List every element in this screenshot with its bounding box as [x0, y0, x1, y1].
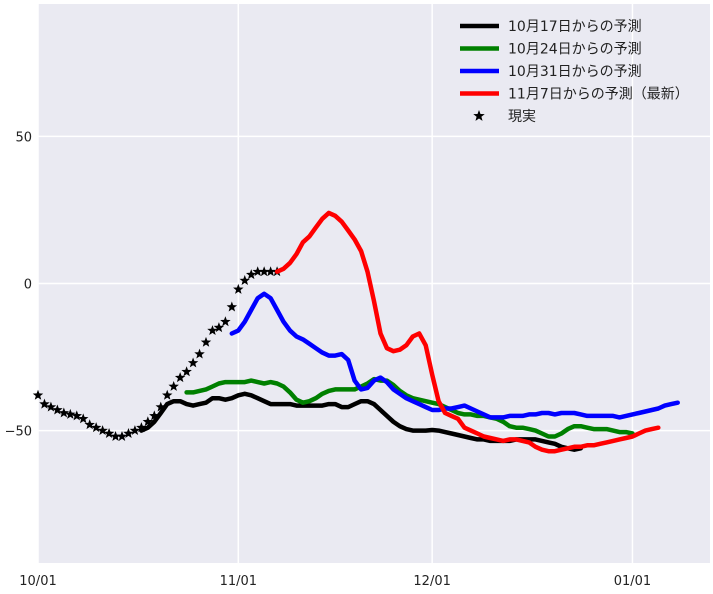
- legend-item: 現実: [473, 109, 536, 125]
- x-tick-label: 11/01: [220, 574, 257, 589]
- actual-point: [103, 428, 115, 438]
- actual-point: [174, 372, 186, 383]
- legend-item: 10月24日からの予測: [460, 42, 642, 58]
- actual-point: [39, 398, 50, 409]
- actual-point: [213, 322, 225, 333]
- actual-point: [194, 348, 205, 359]
- actual-point: [233, 283, 244, 294]
- actual-point: [239, 275, 250, 286]
- x-tick-label: 10/01: [19, 574, 56, 589]
- legend-item: 10月31日からの予測: [460, 64, 642, 80]
- actual-point: [78, 413, 89, 424]
- actual-point: [52, 404, 63, 415]
- legend-label: 10月24日からの予測: [508, 42, 642, 58]
- actual-point: [90, 422, 102, 433]
- actual-point: [220, 316, 231, 327]
- y-tick-label: 50: [15, 130, 32, 145]
- actual-point: [252, 266, 263, 277]
- actual-point: [181, 366, 192, 377]
- actual-point: [200, 336, 212, 347]
- legend-label: 10月17日からの予測: [508, 19, 642, 35]
- actual-point: [129, 425, 141, 436]
- actual-point: [32, 389, 44, 400]
- legend-label: 10月31日からの予測: [508, 64, 642, 80]
- series-layer: [32, 210, 680, 454]
- actual-point: [168, 380, 179, 391]
- actual-point: [65, 408, 76, 419]
- y-tick-label: −50: [5, 425, 32, 440]
- actual-point: [265, 266, 276, 277]
- actual-point: [110, 430, 121, 441]
- legend-label: 現実: [508, 109, 536, 125]
- actual-point: [84, 419, 95, 430]
- actual-point: [58, 407, 70, 418]
- actual-point: [123, 428, 134, 438]
- series-2-line: [229, 291, 680, 420]
- actual-point: [187, 357, 199, 368]
- series-1-line: [184, 376, 635, 439]
- actual-point: [149, 410, 160, 421]
- legend-star-marker: [473, 110, 485, 121]
- actual-point: [71, 410, 82, 421]
- actual-point: [246, 269, 257, 280]
- x-tick-labels: 10/01 11/01 12/01 01/01: [19, 574, 651, 589]
- y-tick-labels: 50 0 −50: [5, 130, 32, 439]
- actual-point: [155, 401, 166, 412]
- actual-series: [32, 266, 283, 441]
- series-3-line: [274, 210, 661, 454]
- actual-point: [226, 301, 238, 312]
- x-tick-label: 01/01: [614, 574, 651, 589]
- actual-point: [258, 266, 270, 277]
- x-tick-label: 12/01: [413, 574, 450, 589]
- y-tick-label: 0: [24, 278, 32, 293]
- actual-point: [162, 389, 173, 400]
- legend-label: 11月7日からの予測（最新）: [508, 87, 689, 103]
- actual-point: [45, 401, 57, 412]
- legend-item: 11月7日からの予測（最新）: [460, 87, 689, 103]
- legend: 10月17日からの予測 10月24日からの予測 10月31日からの予測 11月7日から…: [460, 19, 689, 125]
- actual-point: [207, 325, 218, 336]
- actual-point: [136, 422, 147, 433]
- legend-item: 10月17日からの予測: [460, 19, 642, 35]
- actual-point: [97, 425, 108, 436]
- actual-point: [142, 416, 154, 427]
- actual-point: [116, 430, 128, 441]
